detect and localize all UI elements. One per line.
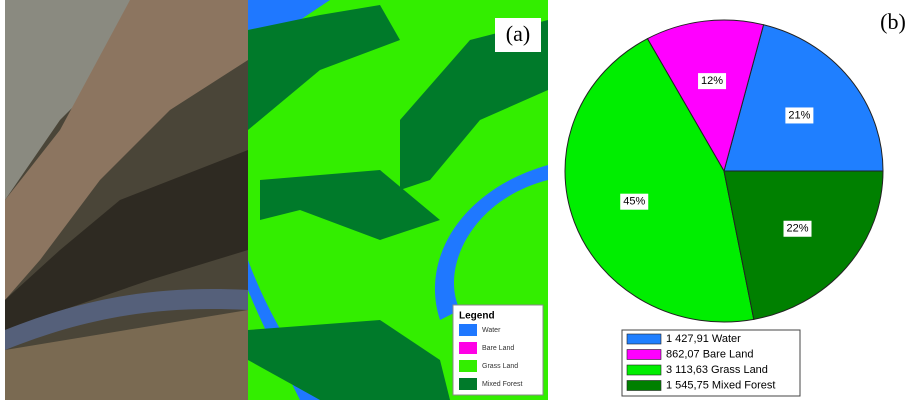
legend-label: Grass Land <box>482 363 518 370</box>
legend-swatch <box>627 334 661 344</box>
legend-label: Water <box>482 327 501 334</box>
value-label: 21% <box>788 109 810 121</box>
legend-swatch <box>627 365 661 375</box>
legend-swatch <box>459 342 477 354</box>
pie-legend: 1 427,91 Water 862,07 Bare Land 3 113,63 G… <box>622 330 800 396</box>
value-label: 22% <box>786 223 808 235</box>
legend-swatch <box>459 324 477 336</box>
legend-label: Mixed Forest <box>482 381 523 388</box>
legend-swatch <box>627 381 661 391</box>
legend-swatch <box>459 378 477 390</box>
pie: 21% 12% 45% 22% <box>565 20 883 322</box>
page: (a) Legend Water Bare Land Grass Land Mixed… <box>0 0 913 407</box>
panel-label: (a) <box>506 21 530 46</box>
legend-label: 1 427,91 Water <box>666 333 741 345</box>
legend-swatch <box>459 360 477 372</box>
figure: (a) Legend Water Bare Land Grass Land Mixed… <box>0 0 913 402</box>
legend-swatch <box>627 350 661 360</box>
value-label: 45% <box>623 196 645 208</box>
legend-label: 862,07 Bare Land <box>666 348 753 360</box>
value-label: 12% <box>701 75 723 87</box>
panel-label: (b) <box>880 9 906 34</box>
map-legend-title: Legend <box>459 311 495 322</box>
legend-label: 1 545,75 Mixed Forest <box>666 379 775 391</box>
legend-label: 3 113,63 Grass Land <box>666 364 768 376</box>
map-legend: Legend Water Bare Land Grass Land Mixed For… <box>453 305 543 395</box>
legend-label: Bare Land <box>482 345 514 352</box>
satellite-image <box>5 0 248 400</box>
